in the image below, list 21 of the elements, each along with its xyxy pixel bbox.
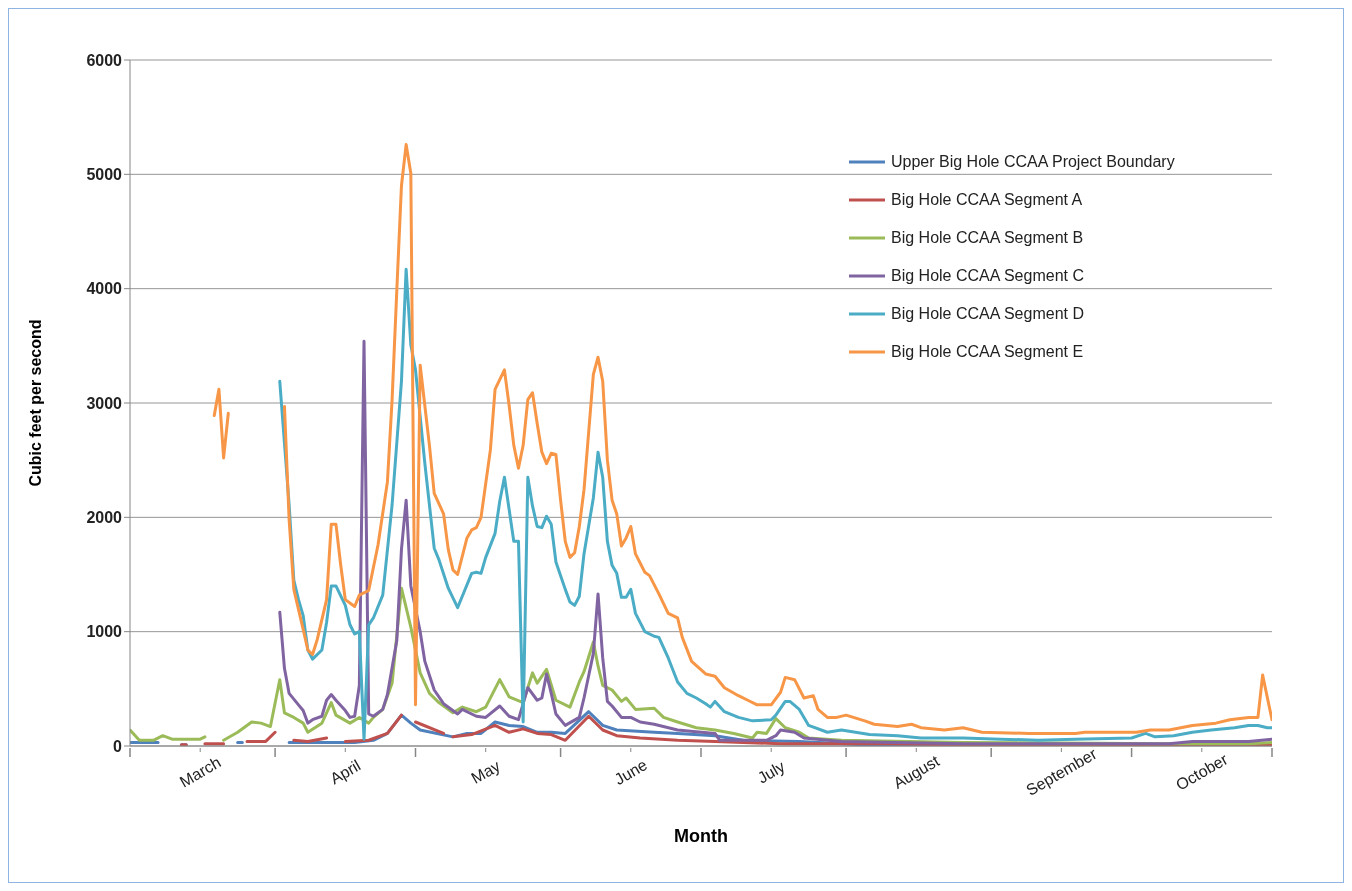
y-axis-title: Cubic feet per second — [26, 319, 44, 487]
x-tick-label: May — [468, 757, 504, 787]
y-tick-label: 5000 — [86, 166, 123, 184]
legend-label: Big Hole CCAA Segment A — [891, 191, 1083, 209]
y-tick-label: 3000 — [86, 394, 123, 412]
y-tick-label: 1000 — [86, 623, 123, 641]
y-tick-label: 2000 — [86, 509, 123, 527]
line-series — [278, 339, 1272, 746]
x-tick-label: April — [327, 756, 364, 788]
line-series — [278, 267, 1272, 742]
x-tick-label: June — [611, 755, 651, 789]
x-axis-title: Month — [674, 826, 728, 846]
legend-label: Big Hole CCAA Segment C — [891, 267, 1084, 285]
legend-label: Big Hole CCAA Segment D — [891, 305, 1084, 323]
legend-label: Big Hole CCAA Segment E — [891, 343, 1084, 361]
y-tick-label: 0 — [113, 737, 123, 755]
legend-label: Upper Big Hole CCAA Project Boundary — [891, 153, 1175, 171]
y-tick-label: 6000 — [86, 51, 123, 69]
y-tick-label: 4000 — [86, 280, 123, 298]
x-tick-label: July — [754, 757, 788, 787]
legend-label: Big Hole CCAA Segment B — [891, 229, 1084, 247]
